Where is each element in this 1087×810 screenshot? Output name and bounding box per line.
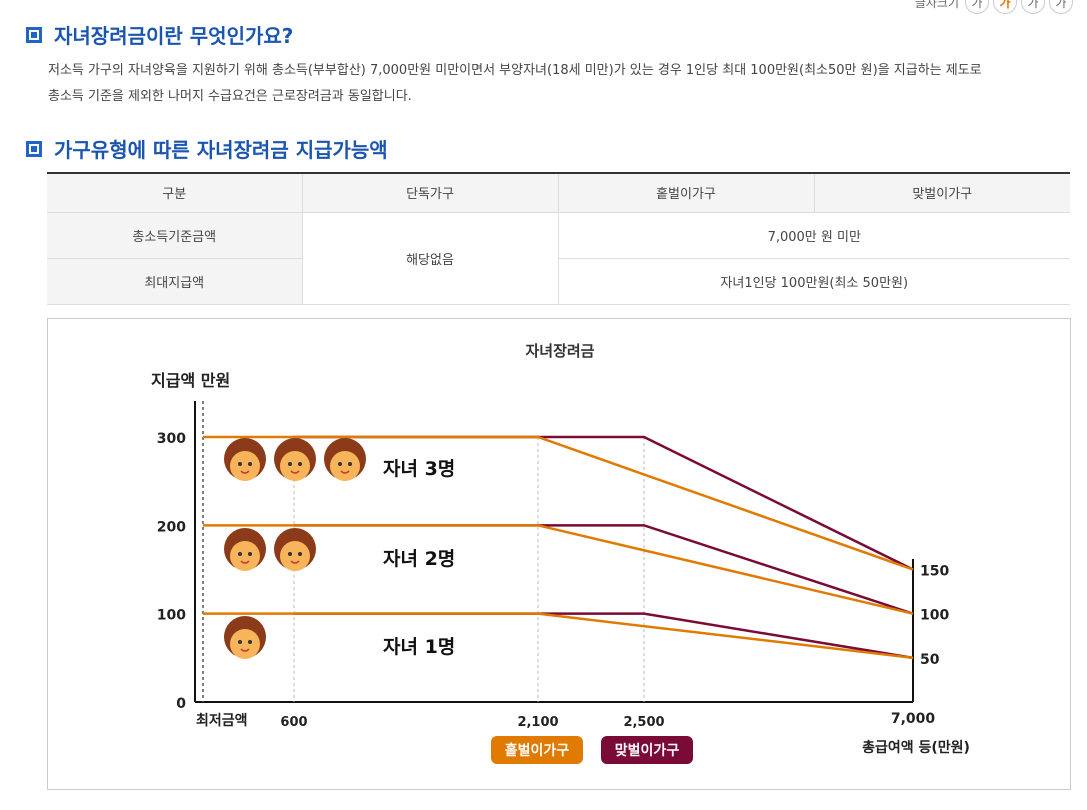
y-tick-label: 0 bbox=[176, 696, 186, 712]
legend-label: 맞벌이가구 bbox=[615, 742, 680, 759]
child-eye bbox=[298, 462, 302, 466]
child-face-skin bbox=[280, 451, 310, 481]
child-eye bbox=[288, 462, 292, 466]
table-header: 홑벌이가구 bbox=[558, 173, 814, 212]
font-size-button-4[interactable]: 가 bbox=[1049, 0, 1073, 14]
series-line-single-earner bbox=[203, 614, 913, 658]
child-eye bbox=[338, 462, 342, 466]
table-header: 구분 bbox=[47, 173, 302, 212]
child-eye bbox=[238, 640, 242, 644]
child-face-skin bbox=[230, 629, 260, 659]
section-title: 자녀장려금이란 무엇인가요? bbox=[54, 20, 293, 49]
font-size-button-3[interactable]: 가 bbox=[1021, 0, 1045, 14]
x-axis-label: 총급여액 등(만원) bbox=[862, 739, 970, 756]
y-axis-label: 지급액 만원 bbox=[151, 371, 230, 390]
x-tick-label: 최저금액 bbox=[196, 712, 248, 729]
right-value-label: 50 bbox=[920, 652, 940, 668]
child-face-skin bbox=[230, 451, 260, 481]
square-bullet-icon bbox=[26, 141, 42, 157]
group-label: 자녀 1명 bbox=[383, 636, 455, 658]
child-face-skin bbox=[230, 541, 260, 571]
group-label: 자녀 2명 bbox=[383, 548, 455, 570]
table-row: 총소득기준금액 해당없음 7,000만 원 미만 bbox=[47, 212, 1070, 258]
font-size-control: 글자크기 가 가 가 가 bbox=[915, 0, 1073, 14]
x-tick-label: 2,500 bbox=[623, 715, 664, 730]
chart-title: 자녀장려금 bbox=[525, 342, 594, 360]
child-eye bbox=[298, 552, 302, 556]
table-header: 단독가구 bbox=[302, 173, 558, 212]
child-eye bbox=[348, 462, 352, 466]
child-eye bbox=[248, 552, 252, 556]
child-eye bbox=[288, 552, 292, 556]
child-eye bbox=[248, 640, 252, 644]
table-cell: 7,000만 원 미만 bbox=[558, 212, 1070, 258]
font-size-label: 글자크기 bbox=[915, 0, 959, 11]
section-title: 가구유형에 따른 자녀장려금 지급가능액 bbox=[54, 134, 388, 163]
x-tick-label: 600 bbox=[280, 715, 307, 730]
legend-label: 홑벌이가구 bbox=[505, 742, 570, 759]
table-header-row: 구분 단독가구 홑벌이가구 맞벌이가구 bbox=[47, 173, 1070, 212]
child-eye bbox=[238, 462, 242, 466]
y-tick-label: 300 bbox=[157, 431, 186, 447]
section-heading-what-is: 자녀장려금이란 무엇인가요? bbox=[26, 20, 293, 49]
right-value-label: 150 bbox=[920, 564, 949, 580]
x-tick-label: 7,000 bbox=[891, 711, 936, 727]
font-size-button-1[interactable]: 가 bbox=[965, 0, 989, 14]
table-row: 최대지급액 자녀1인당 100만원(최소 50만원) bbox=[47, 258, 1070, 304]
group-label: 자녀 3명 bbox=[383, 458, 455, 480]
description: 저소득 가구의 자녀양육을 지원하기 위해 총소득(부부합산) 7,000만원 … bbox=[48, 58, 1078, 110]
y-tick-label: 200 bbox=[157, 519, 186, 535]
description-line: 저소득 가구의 자녀양육을 지원하기 위해 총소득(부부합산) 7,000만원 … bbox=[48, 58, 1078, 84]
x-tick-label: 2,100 bbox=[517, 715, 558, 730]
table-cell: 자녀1인당 100만원(최소 50만원) bbox=[558, 258, 1070, 304]
section-heading-amount: 가구유형에 따른 자녀장려금 지급가능액 bbox=[26, 134, 388, 163]
child-face-skin bbox=[330, 451, 360, 481]
table-header: 맞벌이가구 bbox=[814, 173, 1070, 212]
child-eye bbox=[248, 462, 252, 466]
household-type-table: 구분 단독가구 홑벌이가구 맞벌이가구 총소득기준금액 해당없음 7,000만 … bbox=[47, 172, 1070, 305]
child-eye bbox=[238, 552, 242, 556]
table-row-label: 최대지급액 bbox=[47, 258, 302, 304]
child-face-skin bbox=[280, 541, 310, 571]
font-size-button-2[interactable]: 가 bbox=[993, 0, 1017, 14]
right-value-label: 100 bbox=[920, 608, 949, 624]
table-row-label: 총소득기준금액 bbox=[47, 212, 302, 258]
y-tick-label: 100 bbox=[157, 608, 186, 624]
square-bullet-icon bbox=[26, 27, 42, 43]
table-cell-single: 해당없음 bbox=[302, 212, 558, 304]
description-line: 총소득 기준을 제외한 나머지 수급요건은 근로장려금과 동일합니다. bbox=[48, 84, 1078, 110]
